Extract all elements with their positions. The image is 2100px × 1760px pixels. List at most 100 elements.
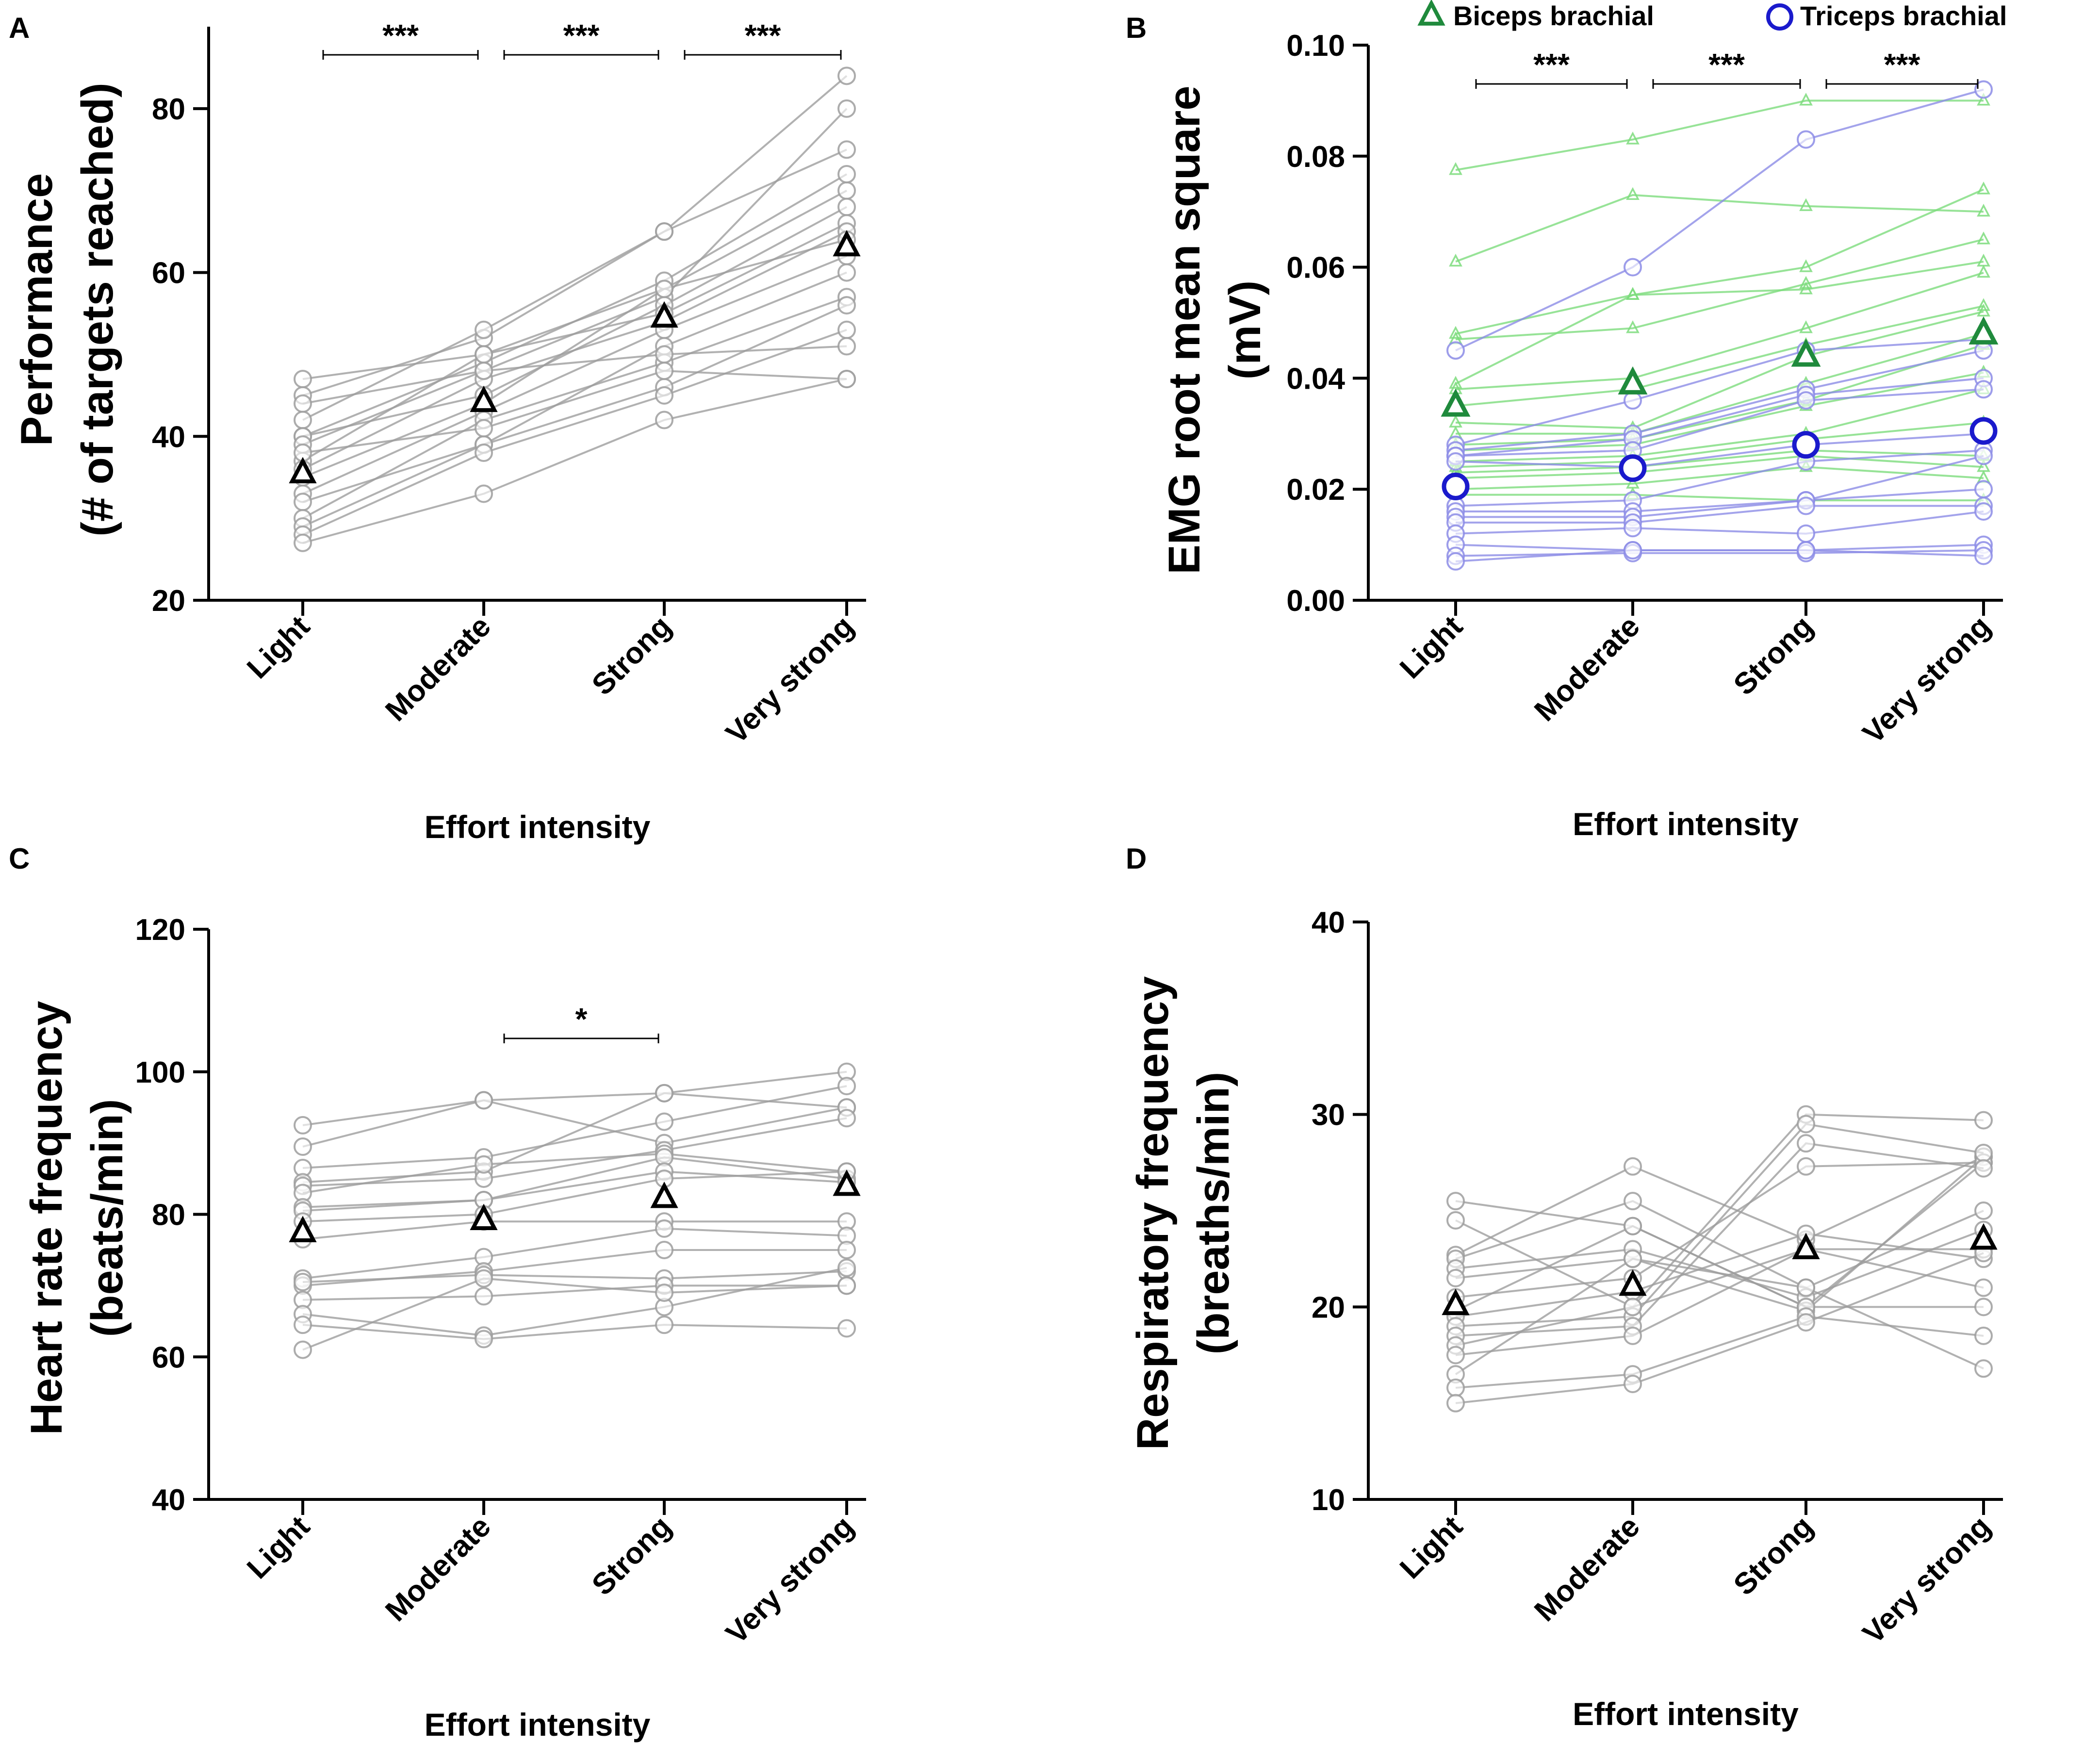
subject-series <box>1446 1147 1993 1265</box>
subject-point <box>1974 1298 1993 1316</box>
biceps-point <box>1449 326 1462 339</box>
subject-point <box>1797 1313 1815 1332</box>
y-tick-label: 0.02 <box>1286 473 1345 507</box>
subject-series-line <box>302 1085 847 1169</box>
subject-point <box>837 1077 856 1096</box>
subject-series-line <box>1455 1258 1984 1375</box>
x-tick-label: Very strong <box>720 1510 860 1650</box>
x-tick-label: Light <box>1394 609 1469 685</box>
biceps-mean-marker <box>1441 388 1471 417</box>
biceps-point <box>1977 253 1990 267</box>
subject-point <box>1446 1378 1465 1397</box>
subject-point <box>655 411 673 429</box>
biceps-series <box>1449 187 1990 267</box>
y-tick-label: 10 <box>1312 1483 1345 1517</box>
triceps-point <box>1974 502 1993 521</box>
subject-point <box>1446 1394 1465 1413</box>
x-axis-title: Effort intensity <box>1573 806 1799 842</box>
y-tick-label: 40 <box>1312 906 1345 939</box>
significance-bracket: *** <box>1475 47 1628 89</box>
subject-series <box>1446 1153 1993 1307</box>
triceps-series-line <box>1456 455 1984 512</box>
subject-point <box>1974 1201 1993 1220</box>
biceps-point <box>1799 259 1813 272</box>
x-axis-title: Effort intensity <box>425 809 651 845</box>
biceps-point <box>1626 287 1640 300</box>
biceps-series-line <box>1456 332 1984 435</box>
subject-point <box>837 1258 856 1277</box>
triceps-series-line <box>1455 349 1984 452</box>
legend-triangle-icon <box>1417 0 1445 26</box>
biceps-point <box>1449 253 1462 267</box>
subject-point <box>1797 1278 1815 1297</box>
biceps-series-line <box>1455 272 1984 391</box>
subject-point <box>655 1084 673 1102</box>
triceps-series-line <box>1455 549 1984 562</box>
x-tick-label: Strong <box>1727 1510 1820 1602</box>
subject-point <box>1446 1346 1465 1365</box>
mean-marker <box>289 457 317 483</box>
panel-b: B 0.00 0.02 0.04 0.06 0.08 0.10 Light Moderate St… <box>1126 0 2007 842</box>
subject-series-line <box>1455 1156 1984 1256</box>
significance-bracket: *** <box>1825 47 1979 89</box>
triceps-point <box>1624 258 1642 277</box>
subject-point <box>655 362 673 380</box>
legend-biceps-label: Biceps brachial <box>1453 0 1654 31</box>
subject-series-line <box>302 1170 847 1223</box>
triceps-series-line <box>1455 549 1984 557</box>
significance-label: *** <box>382 18 419 53</box>
biceps-point <box>1799 276 1813 289</box>
subject-point <box>837 1109 856 1128</box>
subject-point <box>1797 1134 1815 1153</box>
triceps-point <box>1446 552 1465 571</box>
biceps-point <box>1977 264 1990 278</box>
subject-series-line <box>302 255 847 495</box>
subject-point <box>1446 1268 1465 1287</box>
subject-point <box>1974 1326 1993 1345</box>
x-axis-title: Effort intensity <box>1573 1696 1799 1732</box>
triceps-series-line <box>1455 449 1984 507</box>
subject-point <box>837 320 856 339</box>
triceps-point <box>1974 80 1993 99</box>
triceps-series-line <box>1455 510 1984 535</box>
subject-point <box>1974 1359 1993 1378</box>
subject-point <box>655 280 673 298</box>
subject-point <box>1624 1217 1642 1235</box>
subject-point <box>475 362 493 380</box>
panel-label: D <box>1126 842 1147 875</box>
subject-series <box>294 164 856 446</box>
subject-series-line <box>302 148 847 421</box>
biceps-series-line <box>1455 305 1984 407</box>
subject-series-line <box>302 1249 847 1287</box>
mean-marker <box>470 385 498 412</box>
y-tick-label: 20 <box>152 584 185 618</box>
triceps-point <box>1624 519 1642 538</box>
subject-series <box>1446 1244 1993 1413</box>
subject-point <box>475 1330 493 1349</box>
y-axis-subtitle: (beats/min) <box>82 1099 132 1337</box>
subject-series-line <box>1455 1252 1984 1404</box>
subject-series-line <box>302 75 848 396</box>
subject-series-line <box>302 1070 847 1126</box>
triceps-point <box>1624 541 1642 560</box>
triceps-point <box>1974 480 1993 499</box>
subject-point <box>1624 1326 1642 1345</box>
subject-point <box>294 1116 312 1135</box>
biceps-series <box>1449 253 1990 389</box>
x-tick-label: Strong <box>586 1510 678 1602</box>
subject-point <box>1624 1298 1642 1316</box>
subject-point <box>294 411 312 429</box>
triceps-series-line <box>1455 377 1984 457</box>
subject-point <box>1624 1375 1642 1393</box>
x-tick-label: Light <box>1394 1510 1469 1585</box>
subject-series-line <box>1455 1233 1984 1318</box>
biceps-mean-marker <box>1791 338 1821 367</box>
subject-series <box>294 1162 856 1231</box>
biceps-series <box>1449 231 1990 345</box>
subject-series-line <box>302 1092 847 1184</box>
significance-bracket: *** <box>503 18 659 60</box>
panel-label: B <box>1126 12 1147 44</box>
y-tick-label: 40 <box>152 1483 185 1517</box>
subject-series-line <box>302 1267 847 1337</box>
